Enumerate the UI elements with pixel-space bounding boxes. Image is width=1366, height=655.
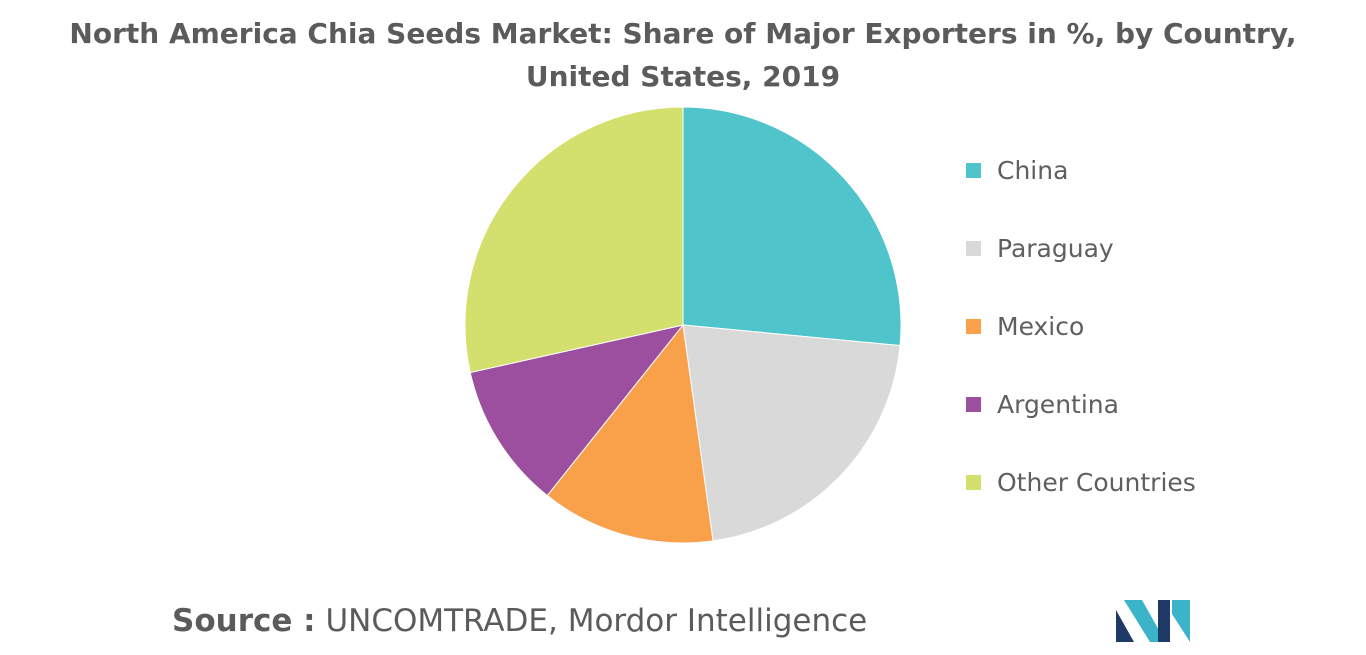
- source-note: Source : UNCOMTRADE, Mordor Intelligence: [172, 603, 867, 639]
- legend-swatch-china: [966, 162, 981, 178]
- source-text: UNCOMTRADE, Mordor Intelligence: [325, 603, 868, 639]
- pie-slice-paraguay: [682, 324, 901, 542]
- pie-slice-mexico: [546, 323, 714, 544]
- legend-label-mexico: Mexico: [997, 311, 1085, 341]
- legend-swatch-paraguay: [966, 240, 981, 256]
- legend-item-mexico: Mexico: [966, 306, 1084, 346]
- chart-title: North America Chia Seeds Market: Share o…: [69, 17, 1297, 93]
- pie-slice-china: [682, 106, 902, 347]
- source-label: Source :: [172, 603, 316, 639]
- legend-swatch-mexico: [966, 318, 981, 334]
- legend-item-paraguay: Paraguay: [966, 228, 1114, 268]
- logo-middle-shape: [1158, 600, 1170, 642]
- pie-slice-other-countries: [464, 106, 684, 374]
- legend-label-other-countries: Other Countries: [997, 467, 1196, 497]
- legend-label-china: China: [997, 155, 1069, 185]
- legend-item-china: China: [966, 150, 1068, 190]
- legend-label-paraguay: Paraguay: [997, 233, 1114, 263]
- pie-slices: [464, 106, 902, 544]
- mordor-intelligence-logo-icon: [1116, 600, 1190, 642]
- pie-slice-argentina: [469, 324, 685, 497]
- legend-label-argentina: Argentina: [997, 389, 1119, 419]
- logo-left-shape: [1116, 610, 1134, 642]
- logo-left-accent: [1124, 600, 1160, 642]
- legend-swatch-other-countries: [966, 474, 981, 490]
- legend-item-argentina: Argentina: [966, 384, 1119, 424]
- legend-swatch-argentina: [966, 396, 981, 412]
- logo-right-accent: [1172, 600, 1190, 642]
- legend-item-other-countries: Other Countries: [966, 462, 1196, 502]
